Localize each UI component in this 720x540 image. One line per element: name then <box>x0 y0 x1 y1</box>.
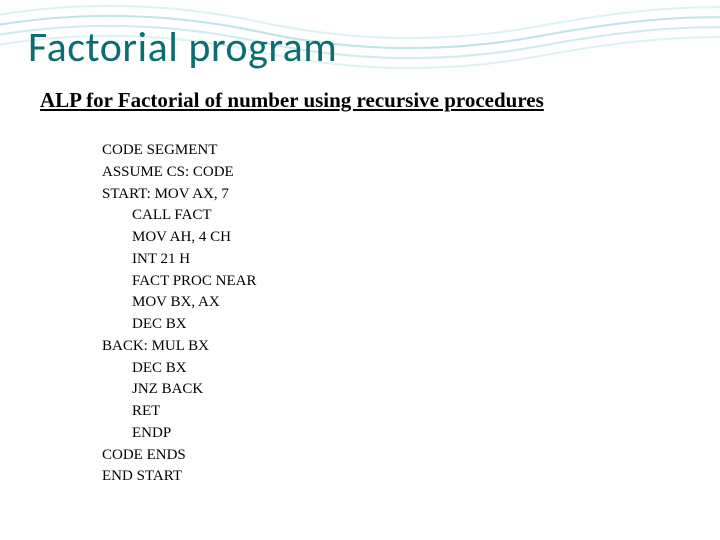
code-line: INT 21 H <box>102 249 256 271</box>
code-block: CODE SEGMENTASSUME CS: CODESTART: MOV AX… <box>102 140 256 488</box>
code-line: CALL FACT <box>102 205 256 227</box>
code-line: END START <box>102 466 256 488</box>
code-line: DEC BX <box>102 358 256 380</box>
code-line: CODE ENDS <box>102 445 256 467</box>
subtitle-wrap: ALP for Factorial of number using recurs… <box>40 88 544 113</box>
page-title: Factorial program <box>28 22 337 73</box>
code-line: MOV AH, 4 CH <box>102 227 256 249</box>
code-line: ASSUME CS: CODE <box>102 162 256 184</box>
code-line: ENDP <box>102 423 256 445</box>
code-line: BACK: MUL BX <box>102 336 256 358</box>
code-line: START: MOV AX, 7 <box>102 184 256 206</box>
code-line: MOV BX, AX <box>102 292 256 314</box>
code-line: RET <box>102 401 256 423</box>
code-line: FACT PROC NEAR <box>102 271 256 293</box>
subtitle: ALP for Factorial of number using recurs… <box>40 88 544 112</box>
code-line: DEC BX <box>102 314 256 336</box>
code-line: CODE SEGMENT <box>102 140 256 162</box>
code-line: JNZ BACK <box>102 379 256 401</box>
slide: { "colors": { "title_color": "#0b6e74", … <box>0 0 720 540</box>
